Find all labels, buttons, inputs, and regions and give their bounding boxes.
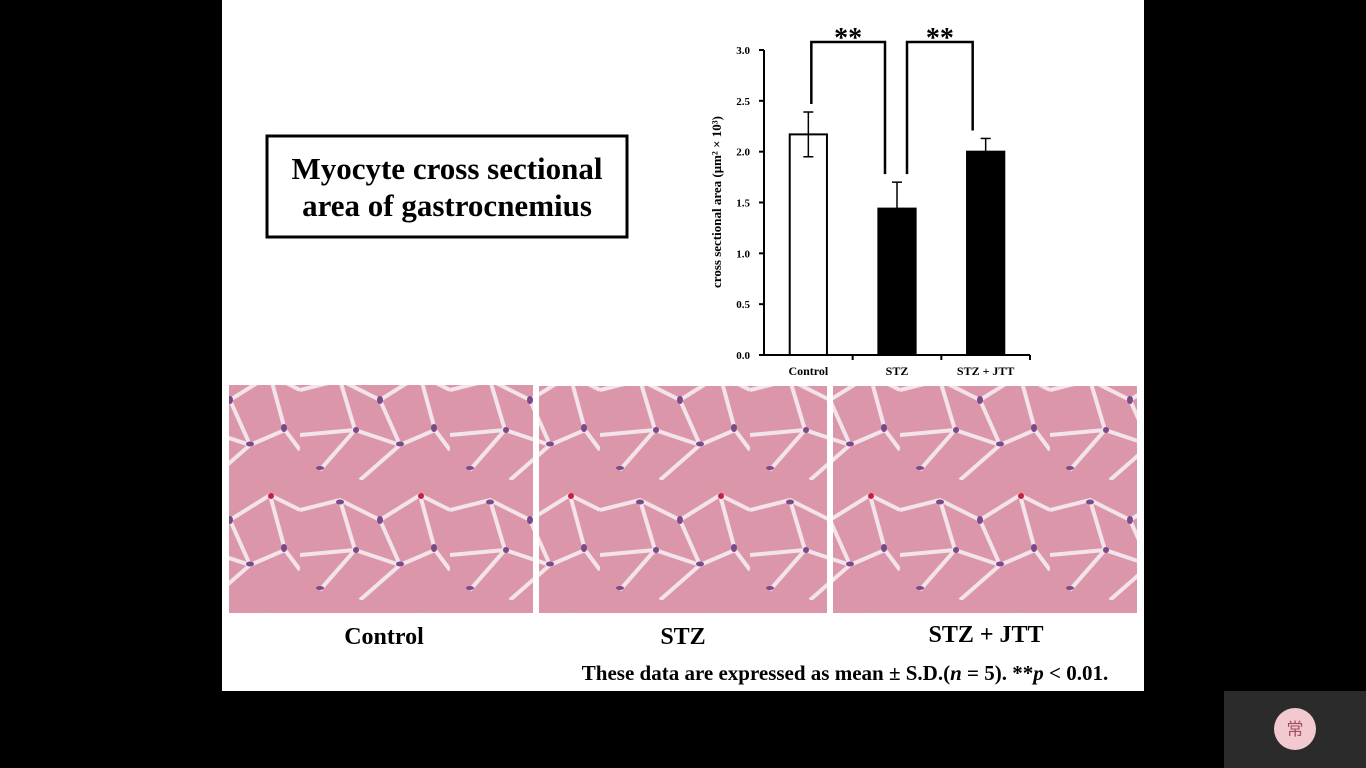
micrograph-caption: STZ: [660, 624, 705, 650]
y-axis-label: cross sectional area (μm² × 10³): [709, 116, 724, 288]
footnote-part: n: [950, 661, 962, 685]
footnote-part: p: [1031, 661, 1044, 685]
y-tick-label: 3.0: [736, 45, 750, 57]
bar: [966, 150, 1006, 356]
x-tick-label: STZ: [886, 364, 909, 378]
micrograph-caption: Control: [344, 624, 424, 650]
footnote: These data are expressed as mean ± S.D.(…: [582, 661, 1108, 685]
micrograph: [539, 386, 827, 613]
significance-bracket: [905, 40, 974, 175]
y-tick-label: 0.0: [736, 350, 750, 362]
micrograph: [229, 385, 533, 613]
title-box: [265, 134, 629, 239]
significance-label: **: [926, 23, 954, 54]
y-tick-label: 1.5: [736, 198, 750, 210]
significance-label: **: [834, 23, 862, 54]
micrograph-caption: STZ + JTT: [928, 622, 1043, 648]
y-tick-label: 0.5: [736, 299, 750, 311]
slide-title: Myocyte cross sectional area of gastrocn…: [291, 151, 603, 223]
y-tick-label: 2.5: [736, 96, 750, 108]
widget-button[interactable]: [1274, 708, 1316, 750]
y-tick-label: 2.0: [736, 147, 750, 159]
x-tick-label: Control: [788, 364, 828, 378]
title-holder: Myocyte cross sectional area of gastrocn…: [291, 151, 603, 223]
footnote-part: < 0.01.: [1044, 661, 1108, 685]
footnote-part: These data are expressed as mean ± S.D.(: [582, 661, 950, 685]
x-tick-label: STZ + JTT: [957, 364, 1015, 378]
widget-icon: 常: [1287, 720, 1304, 740]
y-tick-label: 1.0: [736, 248, 750, 260]
bar: [788, 133, 828, 356]
significance-bracket: [810, 40, 887, 175]
micrograph: [833, 386, 1137, 613]
footnote-part: = 5). **: [962, 661, 1033, 685]
